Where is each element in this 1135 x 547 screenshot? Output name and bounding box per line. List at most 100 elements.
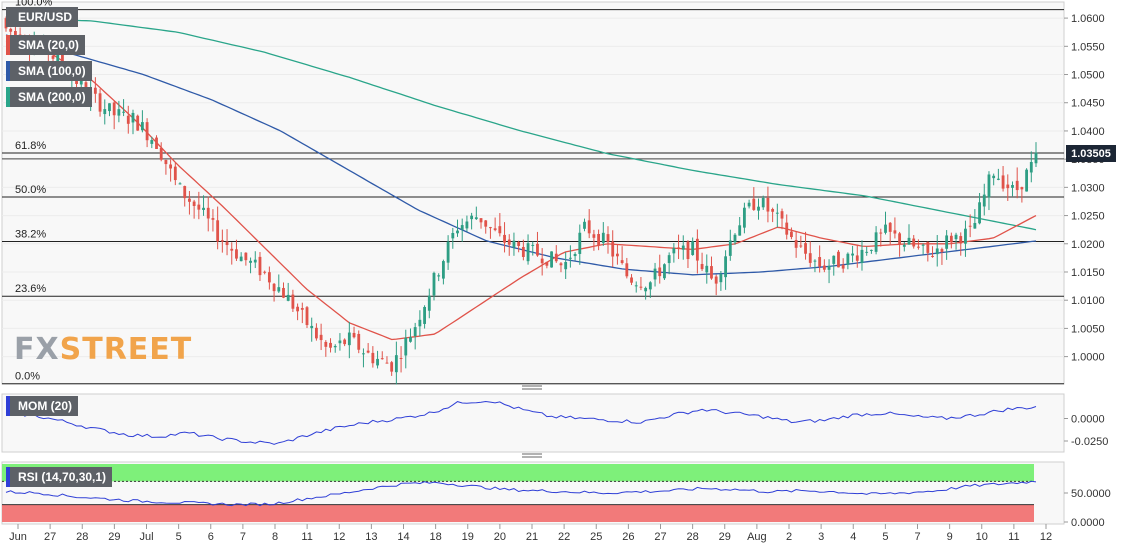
x-tick-label: 4 [850, 531, 856, 543]
candle-body [352, 332, 356, 338]
candle-body [700, 263, 704, 270]
candle-body [1034, 152, 1038, 164]
x-tick-label: 5 [882, 531, 888, 543]
candle-body [742, 207, 746, 228]
candle [315, 323, 318, 341]
candle-body [672, 248, 676, 254]
candle-body [677, 247, 680, 249]
candle-body [493, 228, 497, 231]
legend-sma20[interactable]: SMA (20,0) [6, 35, 85, 55]
candle [1020, 186, 1024, 203]
candle-body [860, 249, 864, 263]
candle [216, 206, 220, 250]
candle [902, 242, 906, 252]
candle [126, 105, 130, 134]
candle-body [959, 236, 963, 244]
candle [136, 114, 140, 131]
sma20-swatch [6, 35, 10, 55]
candle [611, 230, 615, 268]
candle [333, 344, 337, 353]
candle-body [587, 220, 591, 234]
candle [188, 190, 191, 215]
candle-body [949, 235, 953, 243]
candle [253, 251, 257, 269]
y-tick-label: 1.0450 [1071, 98, 1105, 110]
candle [766, 186, 770, 223]
candle-body [239, 256, 243, 262]
candle [521, 239, 525, 261]
x-tick-label: 27 [654, 531, 666, 543]
candle [658, 254, 662, 284]
candle [620, 246, 624, 265]
candle [474, 206, 478, 220]
candle-body [902, 244, 906, 247]
candle-body [357, 333, 361, 350]
candle [996, 168, 1000, 181]
candle [329, 338, 332, 353]
candle [1001, 166, 1005, 192]
candle-body [583, 221, 586, 229]
legend-sma200[interactable]: SMA (200,0) [6, 87, 92, 107]
candle-body [79, 80, 83, 85]
candle-body [9, 28, 13, 32]
candle [568, 245, 572, 268]
candle [705, 254, 709, 284]
candle-body [253, 259, 257, 263]
candle-body [837, 251, 840, 268]
x-tick-label: 21 [526, 531, 538, 543]
candle [202, 195, 205, 216]
candle [813, 259, 817, 273]
candle [587, 209, 591, 239]
candle-body [620, 260, 624, 264]
candle [399, 346, 403, 373]
candle [291, 289, 295, 312]
candle [319, 323, 323, 351]
candle-body [611, 241, 615, 257]
pane-resize-handle[interactable] [522, 385, 542, 458]
legend-sma100[interactable]: SMA (100,0) [6, 61, 92, 81]
candle [432, 271, 436, 301]
candle [700, 252, 704, 272]
candle [846, 252, 850, 270]
candle-body [996, 178, 1000, 180]
candle-body [145, 122, 149, 141]
x-tick-label: 11 [301, 531, 312, 543]
candle [710, 256, 713, 280]
candle [921, 243, 925, 255]
candle [681, 235, 685, 260]
candle [860, 240, 864, 271]
legend-symbol-label: EUR/USD [18, 10, 73, 24]
candle [752, 187, 756, 211]
legend-rsi[interactable]: RSI (14,70,30,1) [6, 467, 113, 487]
candle-body [305, 307, 309, 326]
candle [917, 239, 920, 250]
candle-body [907, 237, 911, 245]
candle [1025, 168, 1029, 192]
candle [427, 288, 431, 319]
candle [686, 240, 690, 269]
y-tick-label: 1.0050 [1071, 323, 1105, 335]
candle-body [507, 239, 511, 245]
legend-mom[interactable]: MOM (20) [6, 396, 78, 416]
candle [606, 226, 610, 254]
candle [286, 282, 290, 302]
candle-body [695, 238, 699, 261]
candle-body [747, 202, 751, 207]
candle [220, 229, 224, 253]
candle [968, 214, 972, 238]
candle-body [766, 197, 770, 212]
candle [616, 243, 619, 265]
sma100-swatch [6, 61, 10, 81]
candle-body [427, 295, 431, 311]
candle-body [940, 249, 944, 252]
candle-body [724, 256, 727, 278]
candle [554, 245, 558, 263]
legend-symbol[interactable]: EUR/USD [6, 7, 79, 27]
candle [122, 99, 125, 117]
candle [230, 242, 234, 265]
candle-body [460, 225, 464, 230]
candle [714, 274, 718, 296]
candle-body [705, 265, 709, 273]
x-tick-label: Jun [9, 531, 27, 543]
